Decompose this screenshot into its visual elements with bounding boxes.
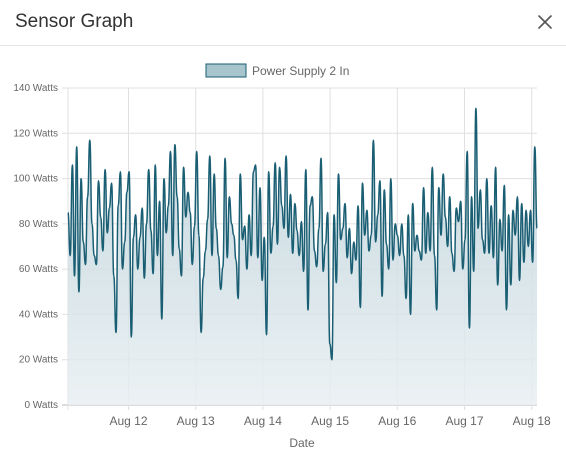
x-axis-title: Date — [289, 436, 315, 450]
x-tick-label: Aug 12 — [109, 414, 147, 428]
y-tick-label: 140 Watts — [13, 83, 58, 94]
y-axis: 0 Watts 20 Watts 40 Watts 60 Watts 80 Watts 1… — [13, 83, 58, 411]
close-icon — [538, 15, 552, 29]
y-tick-label: 80 Watts — [19, 219, 58, 230]
dialog-title: Sensor Graph — [15, 11, 134, 32]
legend-label: Power Supply 2 In — [252, 64, 349, 78]
sensor-chart: Power Supply 2 In 0 Watts 20 Watts 40 Watt… — [13, 63, 551, 450]
y-tick-label: 20 Watts — [19, 355, 58, 366]
x-tick-label: Aug 16 — [378, 414, 416, 428]
x-tick-label: Aug 14 — [244, 414, 282, 428]
y-tick-label: 60 Watts — [19, 264, 58, 275]
y-tick-label: 100 Watts — [13, 174, 58, 185]
y-tick-label: 120 Watts — [13, 128, 58, 139]
chart-legend[interactable]: Power Supply 2 In — [205, 63, 349, 78]
x-tick-label: Aug 15 — [311, 414, 349, 428]
legend-swatch — [205, 63, 247, 78]
x-tick-label: Aug 17 — [445, 414, 483, 428]
x-tick-label: Aug 18 — [513, 414, 551, 428]
dialog-header: Sensor Graph — [0, 0, 566, 46]
chart-area: Power Supply 2 In 0 Watts 20 Watts 40 Watt… — [0, 47, 566, 463]
close-button[interactable] — [534, 11, 556, 33]
x-axis: Aug 12 Aug 13 Aug 14 Aug 15 Aug 16 Aug 17 Aug … — [109, 414, 551, 428]
x-tick-label: Aug 13 — [177, 414, 215, 428]
series-line — [67, 107, 538, 361]
y-tick-label: 40 Watts — [19, 309, 58, 320]
y-tick-label: 0 Watts — [24, 400, 58, 411]
